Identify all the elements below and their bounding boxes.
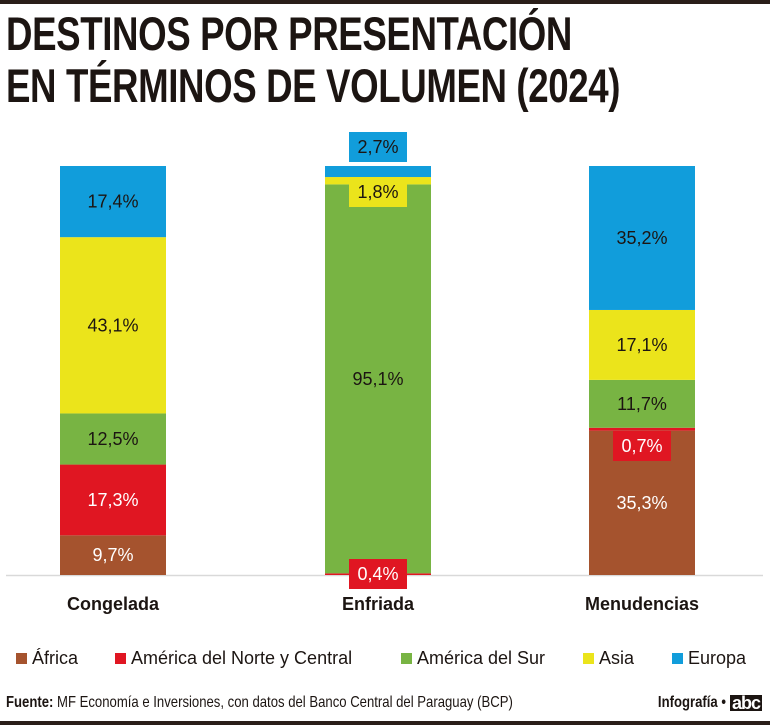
data-label-congelada-america-del-sur: 12,5% <box>87 429 138 449</box>
data-label-congelada-asia: 43,1% <box>87 315 138 335</box>
data-label-enfriada-america-del-norte-y-central: 0,4% <box>357 564 398 584</box>
data-label-enfriada-europa: 2,7% <box>357 137 398 157</box>
legend-swatch-america-norte-central <box>115 653 126 664</box>
data-label-congelada-africa: 9,7% <box>92 545 133 565</box>
bars-group <box>60 166 695 575</box>
title-line-1: DESTINOS POR PRESENTACIÓN <box>6 7 573 60</box>
data-label-menudencias-america-del-norte-y-central: 0,7% <box>621 436 662 456</box>
category-labels-group: Congelada Enfriada Menudencias <box>67 594 699 614</box>
data-label-menudencias-asia: 17,1% <box>616 335 667 355</box>
legend-swatch-europa <box>672 653 683 664</box>
source-label: Fuente: <box>6 694 54 711</box>
title-line-2: EN TÉRMINOS DE VOLUMEN (2024) <box>6 59 621 112</box>
category-label-menudencias: Menudencias <box>585 594 699 614</box>
credit: Infografía • abc <box>643 694 762 712</box>
legend-swatch-africa <box>16 653 27 664</box>
legend: África América del Norte y Central Améri… <box>0 648 770 676</box>
data-label-congelada-europa: 17,4% <box>87 192 138 212</box>
legend-item-africa: África <box>16 648 78 669</box>
source-text: MF Economía e Inversiones, con datos del… <box>53 694 513 711</box>
category-label-congelada: Congelada <box>67 594 160 614</box>
legend-swatch-america-sur <box>401 653 412 664</box>
legend-item-america-sur: América del Sur <box>401 648 545 669</box>
legend-item-europa: Europa <box>672 648 746 669</box>
bar-segment-menudencias-america-del-sur <box>589 379 695 428</box>
category-label-enfriada: Enfriada <box>342 594 415 614</box>
legend-swatch-asia <box>583 653 594 664</box>
bottom-rule <box>0 721 770 725</box>
bar-segment-menudencias-asia <box>589 309 695 380</box>
bar-segment-enfriada-europa <box>325 166 431 178</box>
abc-logo: abc <box>729 693 762 713</box>
credit-text: Infografía • <box>657 694 726 711</box>
data-label-enfriada-america-del-sur: 95,1% <box>352 369 403 389</box>
bar-segment-congelada-europa <box>60 166 166 238</box>
legend-label: América del Norte y Central <box>131 648 353 668</box>
bar-segment-congelada-america-del-norte-y-central <box>60 464 166 536</box>
data-label-enfriada-asia: 1,8% <box>357 182 398 202</box>
data-label-congelada-america-del-norte-y-central: 17,3% <box>87 490 138 510</box>
data-label-menudencias-europa: 35,2% <box>616 228 667 248</box>
data-label-menudencias-africa: 35,3% <box>616 493 667 513</box>
legend-label: América del Sur <box>417 648 546 668</box>
data-label-menudencias-america-del-sur: 11,7% <box>617 394 667 414</box>
data-label-badge-enfriada-america-del-norte-y-central <box>349 559 407 589</box>
data-label-badge-enfriada-asia <box>349 177 407 207</box>
legend-item-america-norte-central: América del Norte y Central <box>115 648 352 669</box>
legend-label: Asia <box>599 648 635 668</box>
bar-segment-enfriada-america-del-sur <box>325 184 431 574</box>
chart-title: DESTINOS POR PRESENTACIÓN EN TÉRMINOS DE… <box>6 8 620 112</box>
data-label-badge-menudencias-america-del-norte-y-central <box>613 431 671 461</box>
legend-label: Europa <box>688 648 747 668</box>
legend-item-asia: Asia <box>583 648 634 669</box>
bar-segment-congelada-america-del-sur <box>60 413 166 465</box>
bar-segment-menudencias-europa <box>589 166 695 310</box>
data-label-badge-enfriada-europa <box>349 132 407 162</box>
top-rule <box>0 0 770 4</box>
source-note: Fuente: MF Economía e Inversiones, con d… <box>6 694 513 712</box>
bar-segment-congelada-asia <box>60 237 166 414</box>
bar-segment-congelada-africa <box>60 535 166 575</box>
legend-label: África <box>32 648 79 668</box>
labels-group: 9,7% 17,3% 12,5% 43,1% 17,4% 0,4% 95,1% 1,8% 2,7… <box>87 132 671 589</box>
bar-segment-menudencias-america-del-norte-y-central <box>589 427 695 431</box>
